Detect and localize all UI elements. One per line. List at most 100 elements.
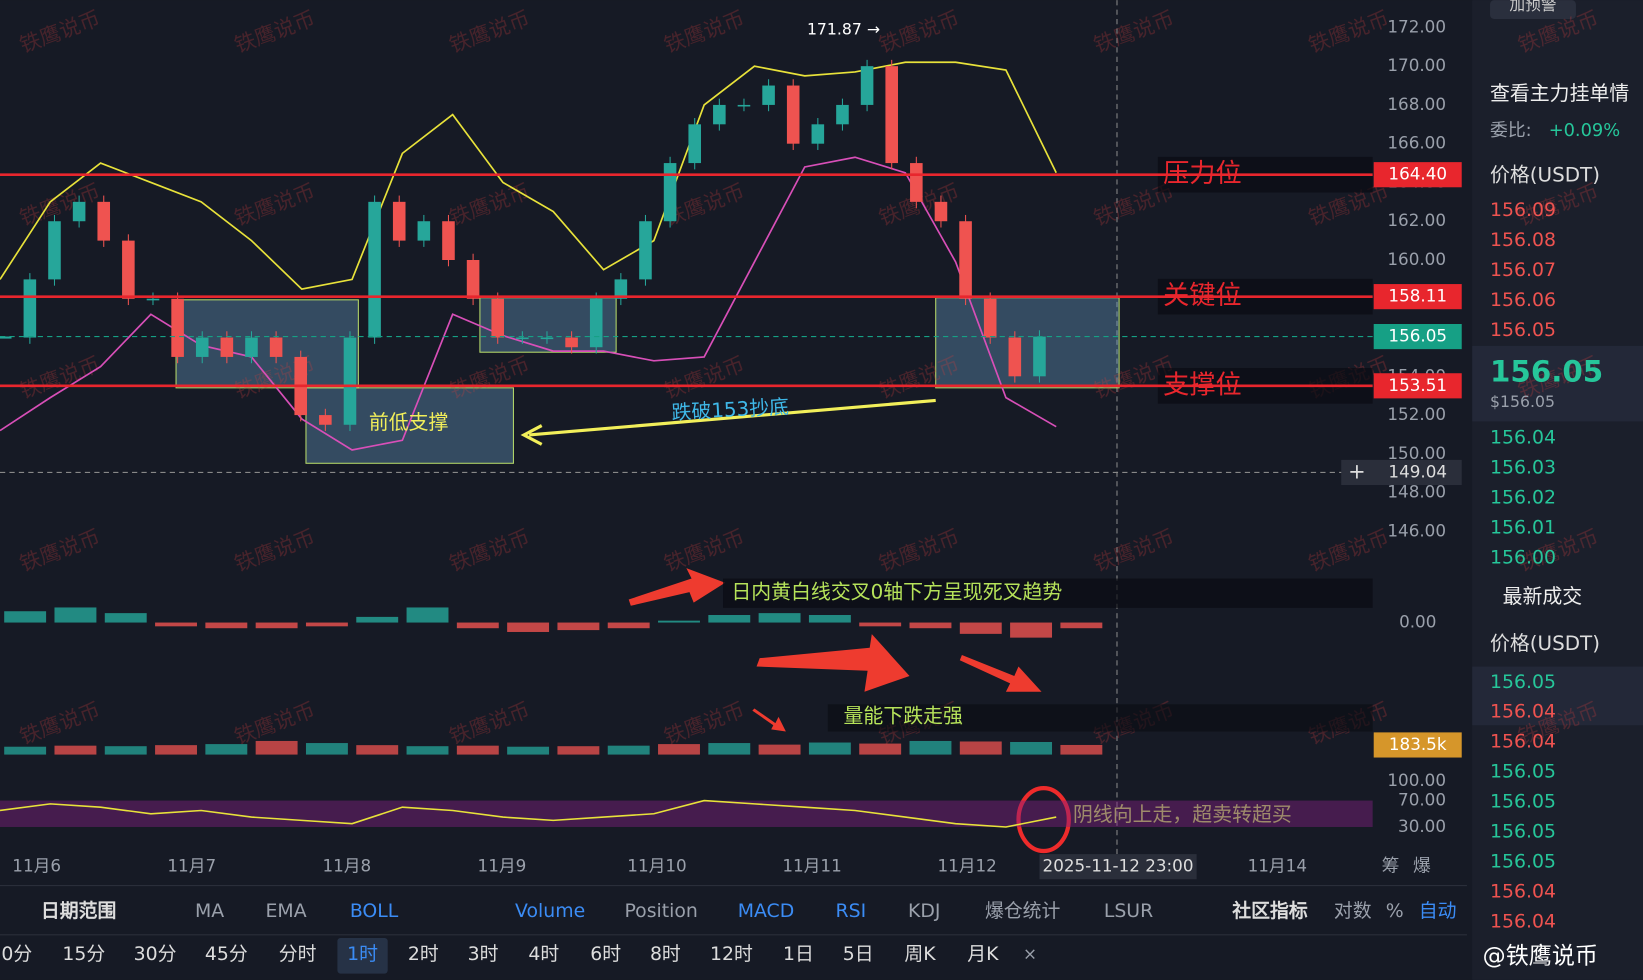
alert-button[interactable]: 加预警 <box>1509 0 1556 14</box>
macd-bar <box>54 607 97 623</box>
bid-price: 156.02 <box>1490 487 1556 509</box>
ratio-label: 委比: <box>1490 120 1532 141</box>
timeframe-tab[interactable]: 1时 <box>347 943 378 965</box>
crosshair-bg <box>1341 459 1462 486</box>
candle-body <box>713 104 726 125</box>
y-tick-label: 166.00 <box>1387 133 1446 153</box>
macd-bar <box>104 613 147 623</box>
volume-bar <box>607 745 650 755</box>
macd-bar <box>808 615 851 623</box>
bid-price: 156.04 <box>1490 427 1556 449</box>
indicator-tab[interactable]: EMA <box>266 900 307 922</box>
candle-body <box>983 298 997 338</box>
bollinger-band <box>0 61 1057 290</box>
indicator-tab[interactable]: 自动 <box>1419 900 1457 922</box>
zone <box>935 297 1120 389</box>
macd-bar <box>356 616 399 623</box>
macd-tick: 0.00 <box>1399 612 1436 632</box>
timeframe-tab[interactable]: 6时 <box>590 943 621 965</box>
timeframe-tab[interactable]: 周K <box>904 943 936 965</box>
trade-price: 156.04 <box>1490 881 1556 903</box>
candle-body <box>466 260 480 299</box>
candle-body <box>663 163 677 222</box>
x-tick-label: 11月10 <box>627 856 686 876</box>
macd-bar <box>557 622 600 631</box>
volume-bar <box>959 741 1002 755</box>
volume-bar <box>859 743 902 755</box>
timeframe-tab[interactable]: 0分 <box>1 943 32 965</box>
indicator-tab[interactable]: LSUR <box>1104 900 1153 922</box>
volume-bar <box>305 743 348 755</box>
timeframe-tab[interactable]: 分时 <box>279 943 317 965</box>
price-header: 价格(USDT) <box>1490 164 1600 187</box>
volume-bar <box>255 740 298 755</box>
indicator-tab[interactable]: RSI <box>836 900 867 922</box>
level-label-bg <box>1373 373 1462 399</box>
timeframe-tab[interactable]: 3时 <box>468 943 499 965</box>
timeframe-tab[interactable]: 30分 <box>134 943 177 965</box>
y-tick-label: 148.00 <box>1387 482 1446 502</box>
macd-bar <box>456 622 499 629</box>
macd-bar <box>255 622 298 629</box>
timeframe-tab[interactable]: 2时 <box>408 943 439 965</box>
indicator-tab[interactable]: KDJ <box>908 900 940 922</box>
candle-body <box>48 221 61 280</box>
candle-body <box>811 124 825 144</box>
indicator-tab[interactable]: MACD <box>738 900 795 922</box>
macd-bar <box>859 622 902 627</box>
ask-price: 156.07 <box>1490 259 1556 281</box>
volume-bar <box>205 744 248 755</box>
timeframe-tab[interactable]: 5日 <box>843 943 874 965</box>
indicator-tab[interactable]: 日期范围 <box>41 899 116 922</box>
timeframe-tab[interactable]: 月K <box>967 943 999 965</box>
annotation: 量能下跌走强 <box>844 704 963 727</box>
volume-bar <box>658 744 700 755</box>
trade-price: 156.05 <box>1490 791 1556 813</box>
indicator-tab[interactable]: % <box>1386 900 1404 922</box>
axis-icon: 筹 <box>1382 856 1400 877</box>
indicator-tab[interactable]: Volume <box>515 900 585 922</box>
macd-bar <box>155 622 197 627</box>
volume-bar <box>356 745 399 755</box>
indicator-tab[interactable]: 对数 <box>1334 900 1372 922</box>
timeframe-tab[interactable]: 1日 <box>783 943 814 965</box>
arrow <box>756 634 910 692</box>
timeframe-tab[interactable]: 8时 <box>650 943 681 965</box>
macd-bar <box>507 622 550 632</box>
x-tick-label: 11月8 <box>322 856 371 876</box>
volume-bar <box>507 746 550 755</box>
ratio: +0.09% <box>1549 120 1620 141</box>
volume-bar <box>1010 742 1053 755</box>
ask-price: 156.05 <box>1490 319 1556 341</box>
timeframe-tab[interactable]: 45分 <box>205 943 248 965</box>
close-icon[interactable]: × <box>1023 944 1037 964</box>
indicator-tab[interactable]: Position <box>624 900 697 922</box>
alert-button-bg[interactable] <box>1490 0 1576 19</box>
indicator-tab[interactable]: 爆仓统计 <box>985 900 1061 922</box>
timeframe-tab[interactable]: 4时 <box>528 943 559 965</box>
candle-body <box>195 337 209 357</box>
arrow <box>529 398 936 437</box>
macd-bar <box>708 615 751 623</box>
candle-body <box>269 337 283 357</box>
candle-body <box>97 201 111 241</box>
timeframe-tab[interactable]: 15分 <box>62 943 105 965</box>
indicator-tab[interactable]: BOLL <box>350 900 399 922</box>
candle-body <box>1008 337 1022 377</box>
level-name: 关键位 <box>1163 281 1242 311</box>
candle-body <box>688 124 701 164</box>
macd-bar <box>758 613 801 623</box>
timeframe-tab[interactable]: 12时 <box>710 943 753 965</box>
macd-bar <box>205 622 248 629</box>
arrow <box>959 655 1042 692</box>
trade-price: 156.05 <box>1490 761 1556 783</box>
indicator-tab[interactable]: 社区指标 <box>1231 899 1308 922</box>
bid-price: 156.03 <box>1490 457 1556 479</box>
candle-body <box>491 298 505 338</box>
volume-bar <box>909 740 952 755</box>
indicator-tab[interactable]: MA <box>195 900 224 922</box>
candle-body <box>319 415 332 425</box>
level-name: 压力位 <box>1163 159 1242 189</box>
crosshair-time-bg <box>1039 854 1197 880</box>
candle-body <box>343 337 357 425</box>
